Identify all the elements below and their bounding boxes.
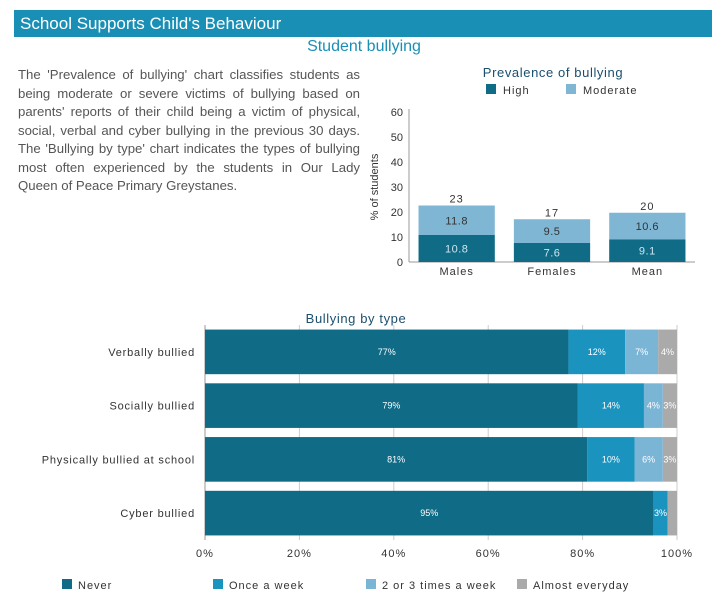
- legend-label-moderate: Moderate: [583, 85, 637, 97]
- bar-high-males: [418, 235, 495, 262]
- x-tick-label: 20%: [287, 548, 312, 560]
- chart-title: Bullying by type: [306, 311, 407, 326]
- y-category-label: Socially bullied: [109, 401, 195, 413]
- y-category-label: Verbally bullied: [108, 347, 195, 359]
- intro-paragraph: The 'Prevalence of bullying' chart class…: [18, 67, 360, 193]
- bar-segment-2-or-3-times-a-week: [625, 329, 659, 375]
- bar-value-label: 3%: [654, 508, 667, 518]
- legend-label: Never: [78, 580, 112, 592]
- x-tick-label: 0%: [196, 548, 214, 560]
- x-tick-label: 80%: [570, 548, 595, 560]
- bar-value-label: 9.5: [544, 226, 561, 238]
- bar-segment-once-a-week: [577, 383, 644, 428]
- bar-moderate-females: [513, 219, 591, 243]
- legend-swatch-high: [486, 84, 496, 94]
- bar-total-label: 17: [545, 207, 559, 219]
- bar-segment-2-or-3-times-a-week: [643, 383, 663, 428]
- legend-swatch: [62, 579, 72, 589]
- bar-segment-almost-everyday: [662, 383, 677, 428]
- bar-value-label: 81%: [387, 454, 405, 464]
- bar-segment-almost-everyday: [662, 437, 677, 482]
- x-category-label: Mean: [632, 266, 664, 278]
- y-tick-label: 30: [391, 182, 403, 194]
- y-axis-label: % of students: [369, 153, 381, 220]
- bar-value-label: 10.8: [445, 244, 468, 256]
- x-tick-label: 100%: [661, 548, 693, 560]
- bar-value-label: 4%: [661, 347, 674, 357]
- bar-segment-once-a-week: [653, 490, 668, 536]
- bar-value-label: 9.1: [639, 246, 656, 258]
- y-category-label: Physically bullied at school: [42, 454, 195, 466]
- bar-value-label: 10.6: [636, 221, 659, 233]
- bar-value-label: 3%: [663, 454, 676, 464]
- section-title: Student bullying: [307, 38, 421, 55]
- bar-segment-almost-everyday: [667, 490, 677, 536]
- page-header: School Supports Child's Behaviour: [14, 10, 712, 37]
- bar-high-mean: [609, 239, 686, 262]
- bar-value-label: 4%: [647, 401, 660, 411]
- legend-label: Once a week: [229, 580, 304, 592]
- prevalence-chart: Prevalence of bullying High Moderate 0 10 20 3…: [369, 65, 695, 278]
- legend-swatch: [517, 579, 527, 589]
- bar-high-females: [513, 243, 591, 262]
- legend-swatch: [366, 579, 376, 589]
- y-tick-label: 0: [397, 257, 403, 269]
- y-tick-label: 60: [391, 107, 403, 119]
- legend-label-high: High: [503, 85, 530, 97]
- bar-value-label: 77%: [378, 347, 396, 357]
- bar-segment-never: [205, 490, 654, 536]
- bullying-by-type-chart: Bullying by type 0% 20% 40% 60% 80% 100% Verbal…: [42, 311, 693, 592]
- y-tick-label: 10: [391, 232, 403, 244]
- x-category-label: Females: [527, 266, 576, 278]
- bar-value-label: 79%: [382, 401, 400, 411]
- x-tick-label: 40%: [381, 548, 406, 560]
- bar-value-label: 6%: [642, 454, 655, 464]
- bar-value-label: 14%: [602, 401, 620, 411]
- legend-label: Almost everyday: [533, 580, 629, 592]
- bar-segment-never: [205, 329, 569, 375]
- legend-swatch-moderate: [566, 84, 576, 94]
- bar-segment-once-a-week: [587, 437, 635, 482]
- legend-swatch: [213, 579, 223, 589]
- bar-moderate-males: [418, 205, 495, 235]
- bar-segment-2-or-3-times-a-week: [634, 437, 663, 482]
- y-tick-label: 20: [391, 207, 403, 219]
- bar-segment-almost-everyday: [658, 329, 677, 375]
- bar-moderate-mean: [609, 212, 686, 240]
- bar-value-label: 7%: [635, 347, 648, 357]
- chart-title: Prevalence of bullying: [483, 65, 623, 80]
- legend-label: 2 or 3 times a week: [382, 580, 496, 592]
- bar-value-label: 3%: [663, 401, 676, 411]
- bar-total-label: 23: [450, 194, 464, 206]
- bar-segment-never: [205, 437, 588, 482]
- bar-value-label: 11.8: [445, 215, 468, 227]
- bar-value-label: 95%: [420, 508, 438, 518]
- bar-value-label: 10%: [602, 454, 620, 464]
- y-category-label: Cyber bullied: [120, 508, 195, 520]
- bar-segment-once-a-week: [568, 329, 626, 375]
- x-category-label: Males: [439, 266, 473, 278]
- header-title: School Supports Child's Behaviour: [20, 14, 282, 33]
- bar-total-label: 20: [640, 201, 654, 213]
- bar-segment-never: [205, 383, 578, 428]
- x-tick-label: 60%: [476, 548, 501, 560]
- bar-value-label: 12%: [588, 347, 606, 357]
- y-tick-label: 50: [391, 132, 403, 144]
- bar-value-label: 7.6: [544, 248, 561, 260]
- y-tick-label: 40: [391, 157, 403, 169]
